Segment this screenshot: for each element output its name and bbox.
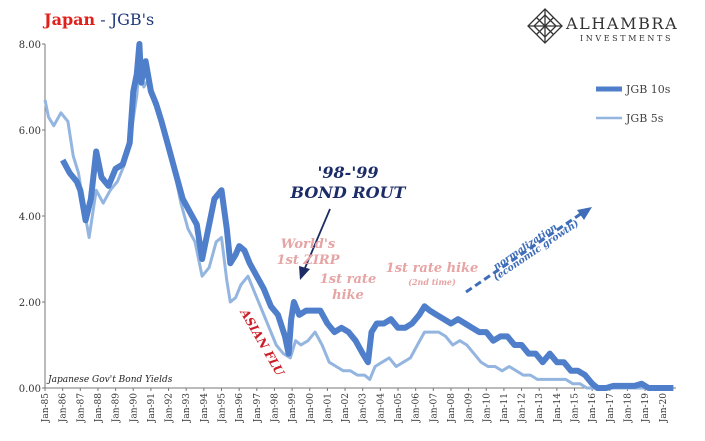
x-tick-label: Jan-95 (218, 393, 228, 424)
x-tick-label: Jan-98 (270, 393, 280, 424)
x-tick-label: Jan-10 (482, 393, 492, 424)
x-tick-label: Jan-07 (429, 393, 439, 424)
x-tick-label: Jan-00 (306, 393, 316, 424)
x-tick-label: Jan-85 (41, 393, 51, 424)
y-tick-label: 4.00 (19, 212, 41, 223)
x-tick-label: Jan-04 (376, 393, 386, 424)
x-tick-label: Jan-96 (235, 393, 245, 424)
bond-rout-arrowhead-icon (299, 266, 310, 280)
annotation-second-time: (2nd time) (408, 277, 456, 287)
x-tick-label: Jan-15 (571, 393, 581, 424)
annotation-bond-rout: BOND ROUT (290, 183, 407, 202)
x-tick-label: Jan-99 (288, 393, 298, 424)
y-tick-label: 0.00 (19, 384, 41, 395)
x-tick-label: Jan-89 (112, 393, 122, 424)
x-tick-label: Jan-01 (323, 393, 333, 423)
brand-tagline: INVESTMENTS (580, 34, 674, 43)
title-country: Japan (44, 10, 96, 29)
x-tick-label: Jan-91 (147, 393, 157, 423)
bond-rout-arrow (304, 208, 331, 269)
source-note: Japanese Gov't Bond Yields (46, 375, 173, 385)
x-tick-label: Jan-92 (165, 393, 175, 423)
legend: JGB 10s JGB 5s (596, 83, 671, 125)
brand-logo-icon (527, 8, 563, 44)
x-tick-label: Jan-02 (341, 393, 351, 423)
x-tick-label: Jan-16 (588, 393, 598, 424)
x-tick-label: Jan-08 (447, 393, 457, 424)
annotation-first-rate: 1st rate (320, 272, 376, 287)
annotation-first-zirp: 1st ZIRP (276, 253, 340, 268)
x-tick-label: Jan-13 (535, 393, 545, 424)
x-axis: Jan-85 Jan-86 Jan-87 Jan-88 Jan-89 Jan-90 Jan-… (41, 387, 676, 424)
x-tick-label: Jan-09 (465, 393, 475, 424)
x-tick-label: Jan-20 (659, 393, 669, 424)
x-tick-label: Jan-11 (500, 393, 510, 423)
x-tick-label: Jan-12 (518, 393, 528, 423)
x-tick-label: Jan-88 (94, 393, 104, 424)
annotation-hike: hike (332, 288, 364, 303)
title-dash: - (95, 10, 111, 29)
x-tick-label: Jan-17 (606, 393, 616, 424)
x-tick-label: Jan-90 (129, 393, 139, 424)
chart-title: Japan - JGB's (44, 10, 154, 29)
legend-label-jgb10: JGB 10s (625, 83, 671, 96)
x-tick-label: Jan-87 (76, 393, 86, 424)
y-tick-label: 8.00 (19, 40, 41, 51)
annotation-first-rate-hike-2: 1st rate hike (386, 261, 479, 276)
annotation-bond-rout-years: '98-'99 (318, 163, 379, 182)
brand-block: ALHAMBRA INVESTMENTS (566, 14, 678, 43)
x-tick-label: Jan-86 (59, 393, 69, 424)
series-line-jgb10 (60, 41, 674, 391)
normalization-arrow (465, 211, 583, 294)
x-tick-label: Jan-18 (623, 393, 633, 424)
annotation-worlds: World's (281, 237, 336, 252)
x-tick-label: Jan-06 (412, 393, 422, 424)
y-tick-label: 6.00 (19, 126, 41, 137)
x-tick-label: Jan-94 (200, 393, 210, 424)
x-tick-label: Jan-05 (394, 393, 404, 424)
title-series: JGB's (110, 10, 155, 29)
annotation-economic-growth: (economic growth) (492, 218, 582, 283)
x-tick-label: Jan-14 (553, 393, 563, 424)
x-tick-label: Jan-97 (253, 393, 263, 424)
brand-name: ALHAMBRA (566, 14, 679, 33)
y-axis: 0.00 2.00 4.00 6.00 8.00 (19, 40, 46, 395)
normalization-arrowhead-icon (577, 207, 592, 220)
legend-label-jgb5: JGB 5s (625, 112, 664, 125)
x-tick-label: Jan-19 (641, 393, 651, 424)
y-tick-label: 2.00 (19, 298, 41, 309)
x-tick-label: Jan-03 (359, 393, 369, 424)
x-tick-label: Jan-93 (182, 393, 192, 424)
series-layer (43, 41, 674, 391)
